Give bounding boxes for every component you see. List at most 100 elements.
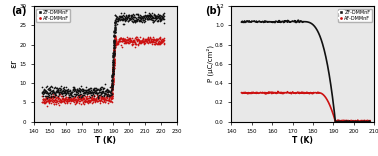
Point (64, 89, 70, 92)
Point (143, 39, 149, 41)
Point (100, 98, 106, 100)
Point (111, 35, 117, 37)
Point (99, 86, 105, 88)
Point (141, 15, 147, 18)
Point (151, 42, 157, 45)
Point (86, 98, 92, 101)
Point (90, 92, 96, 94)
Point (124, 35, 130, 38)
Point (151, 17, 157, 20)
Point (144, 14, 150, 16)
Point (154, 39, 160, 41)
Point (73, 98, 79, 100)
Point (151, 13, 157, 15)
Point (110, 73, 116, 75)
Point (111, 51, 117, 54)
Point (122, 17, 128, 20)
Point (105, 102, 111, 104)
Point (103, 90, 109, 92)
Point (45, 92, 51, 94)
Point (75, 97, 81, 99)
Point (111, 53, 117, 55)
Point (44, 100, 50, 102)
Point (160, 39, 166, 41)
Point (124, 39, 130, 41)
Point (127, 41, 133, 44)
Point (112, 24, 118, 26)
Point (80, 88, 86, 91)
Point (76, 100, 82, 102)
Point (54, 87, 60, 89)
Point (96, 91, 102, 93)
Point (93, 92, 99, 94)
Point (137, 36, 143, 38)
Point (112, 37, 118, 39)
Point (77, 95, 84, 97)
Point (110, 66, 116, 68)
Point (74, 96, 80, 98)
Point (99, 96, 105, 99)
Point (121, 12, 127, 15)
Point (58, 92, 64, 95)
Point (132, 21, 138, 23)
Point (125, 37, 131, 40)
Point (100, 88, 106, 90)
Point (105, 94, 112, 97)
Point (93, 97, 99, 100)
Point (135, 44, 141, 46)
Point (155, 13, 161, 16)
Point (143, 15, 149, 18)
Point (105, 94, 112, 97)
Point (55, 98, 61, 100)
Point (71, 94, 77, 97)
Point (73, 100, 79, 102)
Point (87, 87, 93, 90)
Point (74, 89, 81, 91)
Point (130, 41, 136, 43)
Point (47, 88, 53, 91)
Point (94, 92, 101, 94)
Point (68, 93, 74, 96)
Point (138, 20, 144, 22)
Point (136, 16, 142, 19)
Point (108, 89, 114, 92)
Point (100, 91, 106, 93)
Point (154, 20, 160, 22)
Point (118, 37, 124, 39)
Point (116, 17, 122, 19)
Point (110, 67, 116, 69)
Point (113, 17, 119, 20)
Point (60, 92, 66, 94)
Point (160, 39, 166, 41)
Point (55, 96, 61, 99)
Point (94, 88, 100, 90)
Point (40, 98, 46, 100)
Point (131, 16, 137, 18)
Point (116, 39, 122, 42)
Point (137, 39, 143, 42)
Point (155, 43, 161, 46)
Point (139, 17, 146, 20)
Point (107, 86, 113, 88)
Point (118, 16, 124, 18)
Point (85, 100, 91, 102)
Point (101, 99, 107, 102)
Point (51, 91, 57, 93)
Point (81, 88, 87, 91)
Point (58, 84, 64, 87)
Point (146, 18, 152, 20)
Point (156, 17, 162, 19)
Point (89, 95, 95, 97)
Point (72, 92, 78, 95)
Point (130, 43, 136, 45)
Point (82, 99, 88, 102)
Point (121, 18, 127, 21)
Point (67, 98, 73, 100)
Point (86, 89, 92, 92)
Point (115, 17, 121, 19)
Point (45, 96, 51, 99)
Point (160, 16, 166, 19)
Point (97, 98, 103, 101)
Point (134, 35, 140, 38)
Point (80, 98, 86, 100)
